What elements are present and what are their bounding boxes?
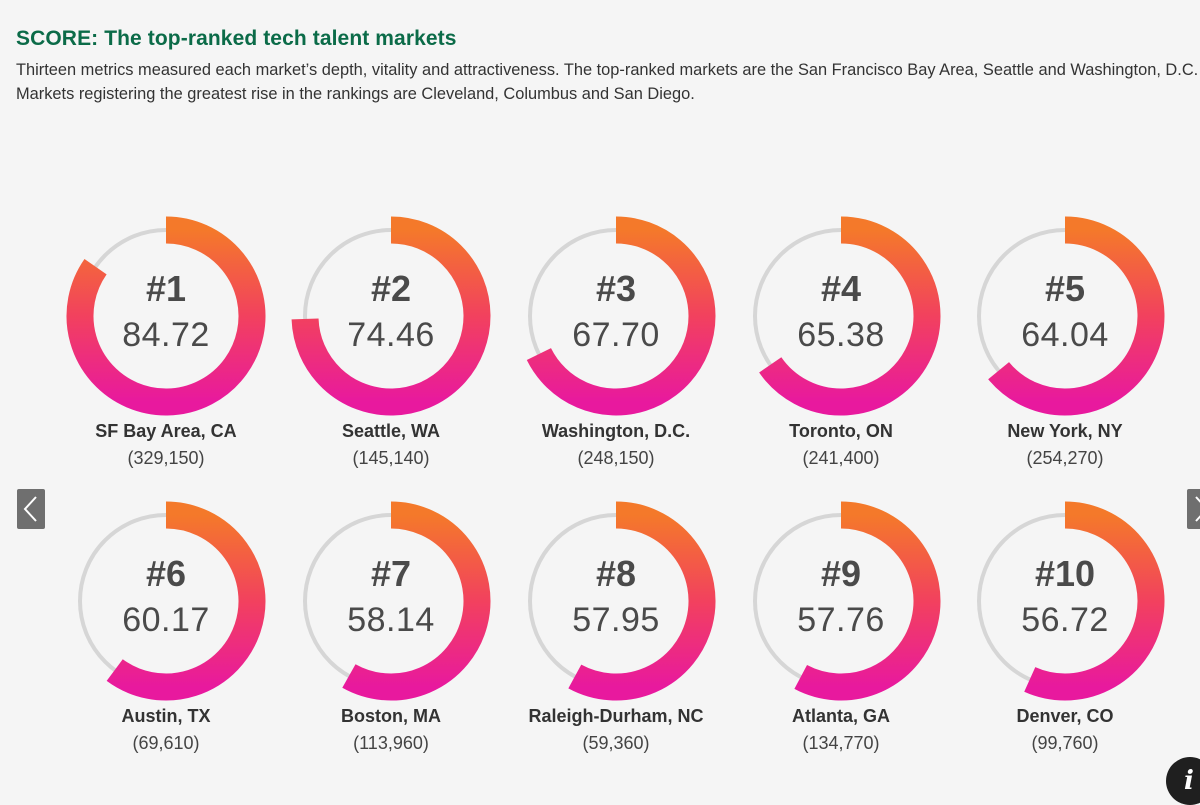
tech-talent-count: (69,610) <box>132 733 200 753</box>
market-name: Atlanta, GA <box>791 706 890 726</box>
score-value: 57.76 <box>797 601 885 639</box>
market-card: #5 64.04 New York, NY (254,270) <box>953 216 1177 490</box>
score-arc <box>1024 501 1165 701</box>
score-arc <box>66 216 266 416</box>
rank-label: #6 <box>145 553 187 594</box>
market-card: #10 56.72 Denver, CO (99,760) <box>953 501 1177 775</box>
score-ring <box>66 216 266 416</box>
score-arc <box>526 216 716 416</box>
rank-label: #2 <box>370 268 412 309</box>
score-ring <box>977 501 1165 701</box>
score-ring <box>753 501 941 701</box>
score-value: 67.70 <box>572 316 660 354</box>
market-name: Austin, TX <box>121 706 211 726</box>
rank-label: #4 <box>820 268 862 309</box>
market-card: #3 67.70 Washington, D.C. (248,150) <box>504 216 728 490</box>
tech-talent-count: (254,270) <box>1026 448 1104 468</box>
tech-talent-count: (59,360) <box>582 733 650 753</box>
tech-talent-count: (99,760) <box>1031 733 1099 753</box>
tech-talent-count: (329,150) <box>127 448 205 468</box>
tech-talent-count: (134,770) <box>802 733 880 753</box>
score-ring <box>528 501 716 701</box>
score-arc <box>342 501 491 701</box>
score-arc <box>759 216 941 416</box>
score-arc <box>794 501 941 701</box>
rank-label: #1 <box>145 268 187 309</box>
score-value: 60.17 <box>122 601 210 639</box>
score-ring <box>78 501 266 701</box>
market-card: #4 65.38 Toronto, ON (241,400) <box>729 216 953 490</box>
chevron-left-icon <box>23 496 37 522</box>
tech-talent-count: (145,140) <box>352 448 430 468</box>
market-name: Washington, D.C. <box>541 421 691 441</box>
page-subtitle: Thirteen metrics measured each market’s … <box>16 58 1200 106</box>
score-arc <box>291 216 491 416</box>
market-card: #8 57.95 Raleigh-Durham, NC (59,360) <box>504 501 728 775</box>
market-name: Boston, MA <box>341 706 441 726</box>
score-arc <box>106 501 266 701</box>
market-card: #1 84.72 SF Bay Area, CA (329,150) <box>54 216 278 490</box>
market-name: Seattle, WA <box>341 421 441 441</box>
prev-button[interactable] <box>17 489 45 529</box>
score-value: 58.14 <box>347 601 435 639</box>
score-ring <box>303 501 491 701</box>
score-ring <box>977 216 1165 416</box>
score-ring <box>526 216 716 416</box>
tech-talent-count: (241,400) <box>802 448 880 468</box>
score-value: 65.38 <box>797 316 885 354</box>
chevron-right-icon <box>1195 496 1200 522</box>
market-card: #7 58.14 Boston, MA (113,960) <box>279 501 503 775</box>
market-name: Denver, CO <box>1016 706 1114 726</box>
rank-label: #7 <box>370 553 412 594</box>
rank-label: #3 <box>595 268 637 309</box>
score-arc <box>988 216 1165 416</box>
next-button[interactable] <box>1187 489 1200 529</box>
score-ring <box>291 216 491 416</box>
page-title: SCORE: The top-ranked tech talent market… <box>16 27 457 50</box>
rank-label: #10 <box>1034 553 1096 594</box>
info-button[interactable]: i <box>1166 757 1200 805</box>
subtitle-line-1: Thirteen metrics measured each market’s … <box>16 61 1199 79</box>
score-value: 84.72 <box>122 316 210 354</box>
rank-label: #5 <box>1044 268 1086 309</box>
score-value: 57.95 <box>572 601 660 639</box>
market-name: Toronto, ON <box>789 421 893 441</box>
market-name: New York, NY <box>1007 421 1123 441</box>
rank-label: #9 <box>820 553 862 594</box>
rank-label: #8 <box>595 553 637 594</box>
score-ring <box>753 216 941 416</box>
market-name: SF Bay Area, CA <box>95 421 237 441</box>
subtitle-line-2: Markets registering the greatest rise in… <box>16 85 695 103</box>
market-card: #2 74.46 Seattle, WA (145,140) <box>279 216 503 490</box>
score-value: 64.04 <box>1021 316 1109 354</box>
score-arc <box>568 501 716 701</box>
score-value: 74.46 <box>347 316 435 354</box>
tech-talent-count: (248,150) <box>577 448 655 468</box>
market-name: Raleigh-Durham, NC <box>528 706 704 726</box>
score-value: 56.72 <box>1021 601 1109 639</box>
market-card: #9 57.76 Atlanta, GA (134,770) <box>729 501 953 775</box>
info-icon: i <box>1184 766 1194 796</box>
market-card: #6 60.17 Austin, TX (69,610) <box>54 501 278 775</box>
tech-talent-count: (113,960) <box>353 733 429 753</box>
